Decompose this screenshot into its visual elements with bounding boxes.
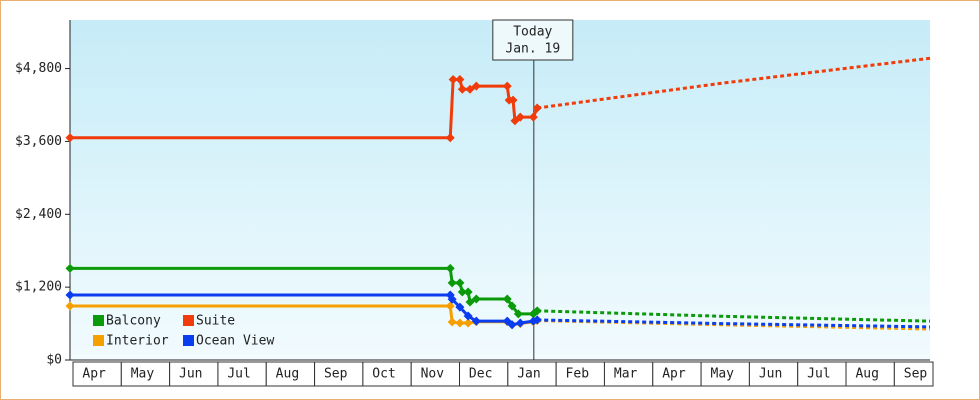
legend-label: Ocean View (196, 334, 274, 349)
x-tick-label: Jun (759, 367, 782, 382)
point (455, 75, 465, 84)
point (445, 133, 455, 143)
x-tick-box (217, 361, 267, 387)
x-tick-box (893, 361, 934, 387)
point (528, 112, 538, 122)
point (532, 103, 542, 113)
point (471, 81, 481, 91)
point (448, 75, 458, 84)
point (471, 294, 481, 304)
y-tick-label: $0 (46, 353, 62, 368)
point (455, 278, 465, 288)
point (465, 84, 475, 94)
legend-swatch (93, 315, 104, 326)
x-tick-box (845, 361, 895, 387)
point (508, 95, 518, 105)
point (447, 317, 457, 327)
legend-swatch (183, 335, 194, 346)
forecast-line (537, 309, 931, 323)
point (463, 311, 473, 321)
point (447, 278, 457, 288)
x-tick-label: Aug (276, 367, 299, 382)
x-tick-box (603, 361, 654, 387)
y-tick-label: $4,800 (15, 61, 62, 76)
point (65, 301, 75, 311)
point (502, 81, 512, 91)
point (65, 290, 75, 300)
legend-label: Suite (196, 314, 235, 329)
x-tick-label: Apr (662, 367, 686, 382)
y-tick-label: $2,400 (15, 207, 62, 222)
point (513, 309, 523, 319)
x-tick-label: Mar (614, 367, 638, 382)
legend-label: Balcony (106, 314, 161, 329)
x-tick-box (507, 361, 557, 387)
x-tick-label: Nov (421, 367, 445, 382)
x-tick-label: Oct (372, 367, 395, 382)
x-tick-box (700, 361, 750, 387)
x-tick-label: Apr (82, 367, 106, 382)
x-tick-label: Jul (227, 367, 250, 382)
point (502, 294, 512, 304)
point (457, 84, 467, 94)
y-tick-label: $1,200 (15, 280, 62, 295)
point (65, 263, 75, 273)
x-tick-box (120, 361, 171, 387)
x-tick-label: May (711, 367, 735, 382)
legend-swatch (93, 335, 104, 346)
point (463, 287, 473, 297)
point (445, 263, 455, 273)
x-tick-label: Dec (469, 367, 492, 382)
point (532, 315, 542, 325)
x-tick-box (410, 361, 461, 387)
point (532, 306, 542, 316)
y-tick-label: $3,600 (15, 134, 62, 149)
point (455, 302, 465, 312)
point (65, 133, 75, 143)
point (507, 301, 517, 311)
point (457, 287, 467, 297)
today-box (492, 19, 574, 61)
point (465, 297, 475, 307)
x-tick-label: Jan (517, 367, 540, 382)
today-label: Jan. 19 (505, 42, 560, 57)
point (463, 318, 473, 328)
forecast-line (537, 318, 931, 329)
point (507, 320, 517, 330)
point (455, 318, 465, 328)
x-tick-label: Jun (179, 367, 202, 382)
x-tick-label: Feb (566, 367, 590, 382)
x-tick-label: Sep (904, 367, 928, 382)
x-tick-label: Aug (855, 367, 878, 382)
x-tick-label: Jul (807, 367, 830, 382)
point (471, 316, 481, 326)
plot-area (70, 20, 930, 360)
x-tick-label: Sep (324, 367, 348, 382)
today-label: Today (513, 25, 552, 40)
point (445, 301, 455, 311)
legend-label: Interior (106, 334, 169, 349)
point (447, 294, 457, 304)
x-tick-box (748, 361, 799, 387)
point (515, 318, 525, 328)
x-tick-box (314, 361, 364, 387)
x-tick-label: May (131, 367, 155, 382)
point (515, 112, 525, 122)
legend-swatch (183, 315, 194, 326)
